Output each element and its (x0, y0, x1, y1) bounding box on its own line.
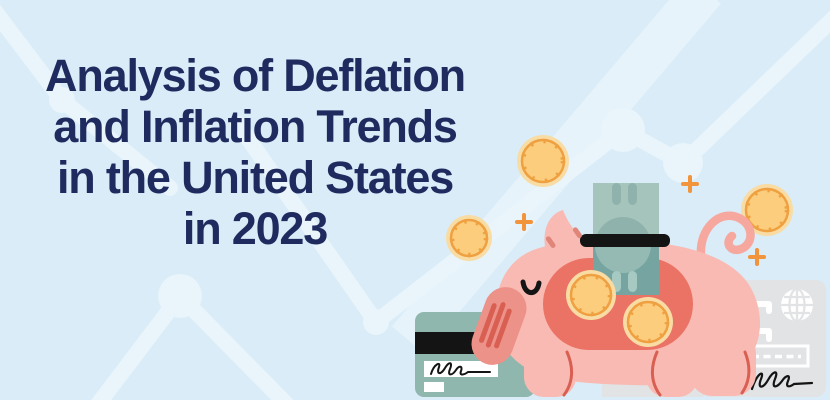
plus-icon (515, 213, 533, 231)
ear-notch (572, 227, 582, 239)
leg-outline (740, 350, 751, 395)
leg-outline (562, 350, 573, 397)
coin-icon (566, 270, 616, 320)
chart-node (158, 274, 202, 318)
card-line (766, 301, 772, 314)
globe-icon (781, 287, 813, 323)
coin-icon (446, 215, 492, 261)
card-line (766, 328, 772, 342)
piggy-bank-icon (471, 183, 761, 397)
coin-icon (623, 297, 673, 347)
pig-leg (524, 342, 576, 397)
pig-eye (520, 279, 542, 296)
plus-icon (748, 248, 766, 266)
chart-node (363, 309, 389, 335)
plus-icon (681, 175, 699, 193)
card-detail (424, 382, 444, 392)
banknote-icon (593, 241, 659, 295)
page-title: Analysis of Deflation and Inflation Tren… (35, 50, 475, 254)
title-line: and Inflation Trends (53, 101, 458, 152)
coin-icon (517, 135, 569, 187)
coin-icon (741, 184, 793, 236)
leg-outline (651, 350, 662, 397)
pig-leg (646, 342, 698, 397)
title-line: in 2023 (182, 203, 328, 254)
signature-icon (430, 362, 491, 376)
coin-slot (580, 234, 670, 247)
signature-icon (750, 371, 814, 391)
chart-node (601, 108, 645, 152)
pig-snout (471, 287, 527, 365)
title-line: in the United States (56, 152, 454, 203)
chart-node (49, 87, 75, 113)
zigzag-chart-lines (0, 4, 830, 400)
pig-tail (696, 211, 755, 261)
title-line: Analysis of Deflation (45, 50, 466, 101)
ear-notch (545, 236, 556, 248)
chart-node (663, 143, 703, 183)
pig-haunch (690, 332, 756, 396)
